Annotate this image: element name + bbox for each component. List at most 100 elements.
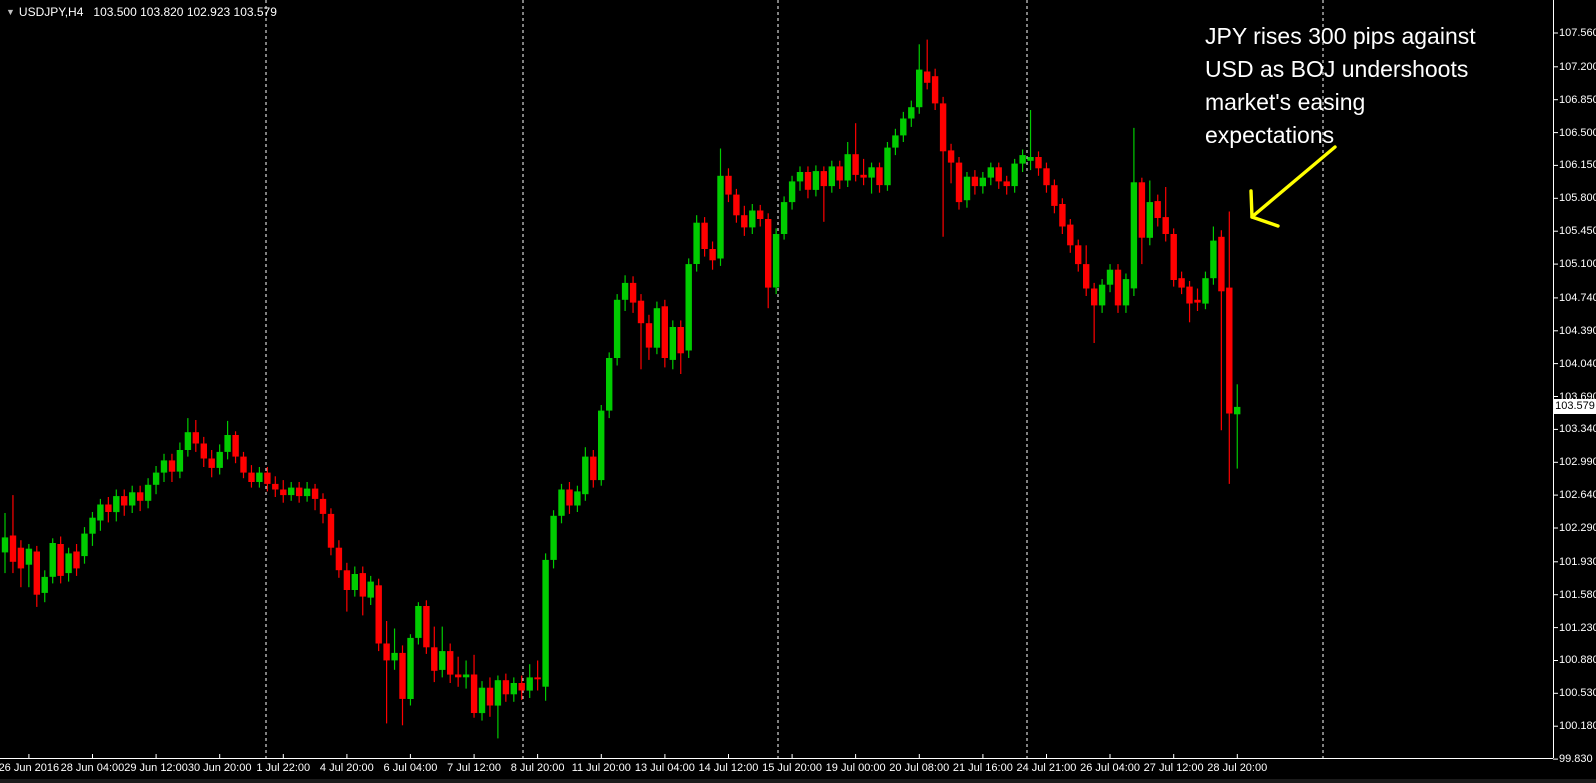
candle-body (1035, 157, 1042, 169)
candle-body (57, 544, 64, 576)
candle (900, 111, 907, 142)
candle-body (1091, 288, 1098, 306)
candle (518, 675, 525, 700)
candle-body (399, 652, 406, 699)
candle-body (1114, 269, 1122, 306)
candle-body (1051, 185, 1058, 206)
candle-body (606, 358, 613, 411)
candle-body (1083, 264, 1090, 289)
time-axis-label: 28 Jul 20:00 (1207, 762, 1268, 774)
candle (455, 656, 462, 687)
candle (160, 453, 168, 482)
candle (256, 467, 263, 488)
candle-body (1170, 234, 1177, 280)
candle-body (415, 606, 422, 638)
candle (1162, 187, 1169, 242)
candle (415, 602, 422, 645)
candle (502, 673, 510, 702)
candle-body (725, 175, 732, 195)
candle-body (828, 166, 835, 187)
candle-body (9, 535, 17, 562)
candle (1234, 384, 1241, 469)
time-axis-label: 7 Jul 12:00 (447, 762, 501, 774)
candle-body (979, 177, 986, 187)
candle (1202, 271, 1209, 310)
candle-body (590, 456, 597, 481)
candle (494, 675, 502, 739)
candle (1194, 288, 1201, 311)
candle-body (1019, 155, 1026, 164)
candle (478, 681, 486, 721)
candle (200, 436, 207, 467)
candle-body (1122, 279, 1130, 306)
candle-body (987, 167, 994, 178)
candle (931, 68, 939, 110)
annotation-arrow[interactable] (1249, 145, 1337, 228)
candle (621, 275, 629, 311)
time-axis-label: 13 Jul 04:00 (634, 762, 695, 774)
candle-body (17, 547, 25, 569)
candle-body (1, 537, 9, 553)
candle-body (256, 472, 263, 482)
candle (1011, 158, 1018, 193)
candle-body (486, 687, 494, 706)
candle-body (629, 282, 637, 303)
candle (375, 578, 382, 652)
price-axis-label: 100.530 (1559, 687, 1596, 700)
candle (192, 420, 199, 452)
time-axis-label: 8 Jul 20:00 (510, 762, 565, 774)
price-axis-label: 100.180 (1559, 720, 1596, 733)
candle-body (137, 492, 144, 501)
candle-body (733, 194, 740, 216)
candle (653, 301, 661, 355)
candle-body (788, 181, 796, 203)
candle (1019, 149, 1026, 172)
candle-body (494, 680, 502, 706)
candle-body (637, 300, 645, 324)
candle (558, 483, 565, 524)
price-axis-label: 102.290 (1559, 522, 1596, 534)
candle (208, 450, 215, 478)
candle (152, 466, 160, 495)
candle (73, 544, 80, 576)
price-axis-label: 106.500 (1559, 126, 1596, 139)
candle-body (1202, 278, 1209, 304)
price-axis-label: 106.150 (1559, 159, 1596, 172)
candle-body (661, 306, 668, 358)
candle (1218, 230, 1225, 431)
candle (105, 497, 112, 523)
candle (1091, 282, 1098, 343)
candle (804, 166, 812, 199)
time-axis-label: 26 Jun 2016 (0, 762, 60, 774)
candle (89, 512, 96, 546)
candle-body (192, 432, 199, 444)
chart-ohlc-readout: ▼ USDJPY,H4 103.500 103.820 102.923 103.5… (6, 5, 277, 19)
candle-body (995, 167, 1002, 182)
candle (25, 544, 33, 588)
candle (963, 172, 971, 208)
candle (693, 215, 700, 272)
candle-body (693, 222, 700, 264)
candle-body (709, 249, 716, 261)
annotation-text[interactable]: JPY rises 300 pips against USD as BOJ un… (1205, 20, 1565, 152)
candle (1098, 279, 1106, 313)
candle-body (240, 456, 247, 473)
time-axis-label: 11 Jul 20:00 (571, 762, 631, 774)
candle-body (33, 551, 40, 595)
candle-body (924, 71, 931, 83)
candle-body (327, 513, 335, 548)
price-axis-label: 105.450 (1559, 225, 1596, 238)
candle (645, 314, 653, 360)
price-axis-label: 102.640 (1559, 489, 1596, 502)
price-axis-label: 107.560 (1559, 27, 1596, 39)
candle-body (335, 547, 343, 571)
candle-body (868, 167, 875, 178)
window-bottom-border (0, 779, 1596, 783)
candle (526, 664, 533, 698)
candle (749, 204, 756, 234)
candle-body (423, 606, 430, 648)
candle-body (1067, 224, 1074, 246)
candle (987, 162, 994, 186)
candle (725, 168, 732, 203)
candle-body (1075, 245, 1082, 265)
